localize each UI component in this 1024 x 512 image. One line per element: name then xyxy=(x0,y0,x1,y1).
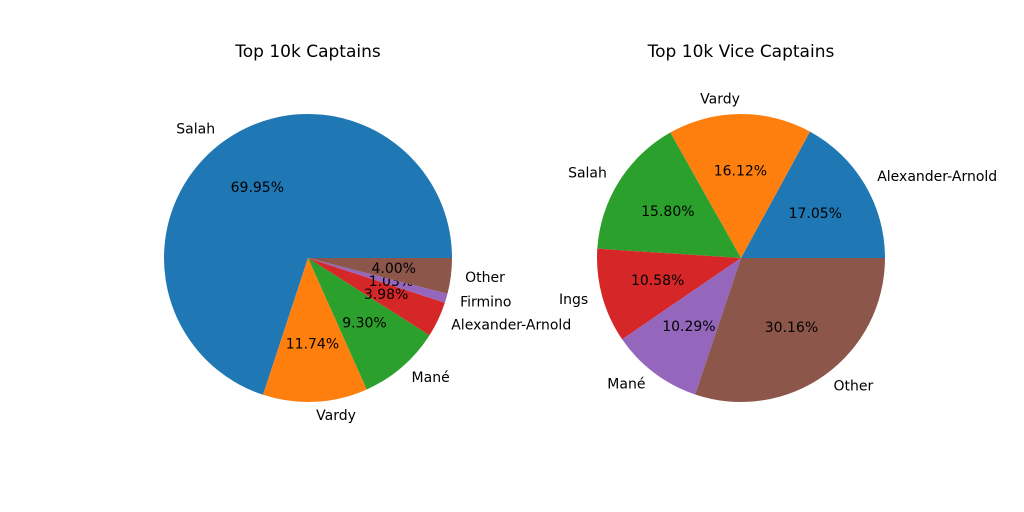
pie-slice-vardy xyxy=(263,258,367,402)
slice-label-ings: Ings xyxy=(559,292,588,308)
chart-title-vice-captains: Top 10k Vice Captains xyxy=(647,42,835,62)
pct-label-alexander-arnold: 17.05% xyxy=(789,206,842,222)
pct-label-vardy: 11.74% xyxy=(286,336,339,352)
slice-label-mane: Mané xyxy=(607,376,645,392)
pct-label-alexander-arnold: 3.98% xyxy=(364,287,408,303)
pct-label-salah: 69.95% xyxy=(231,180,284,196)
slice-label-firmino: Firmino xyxy=(460,294,511,310)
slice-label-alexander-arnold: Alexander-Arnold xyxy=(451,318,571,334)
pct-label-other: 4.00% xyxy=(371,261,415,277)
pct-label-salah: 15.80% xyxy=(641,204,694,220)
slice-label-salah: Salah xyxy=(568,166,607,182)
pie-slice-ings xyxy=(597,248,741,340)
pct-label-mane: 9.30% xyxy=(342,315,386,331)
pct-label-vardy: 16.12% xyxy=(714,164,767,180)
pie-slice-mane xyxy=(622,258,741,395)
pie-slice-firmino xyxy=(308,258,448,303)
pct-label-mane: 10.29% xyxy=(662,319,715,335)
vice-captains-pie: Alexander-Arnold 17.05% Vardy 16.12% Salah 15… xyxy=(559,92,997,402)
slice-label-alexander-arnold: Alexander-Arnold xyxy=(877,169,997,185)
captains-pie: Salah 69.95% Vardy 11.74% Mané 9.30% Alexander… xyxy=(164,114,571,424)
pie-slice-mane xyxy=(308,258,430,390)
chart-title-captains: Top 10k Captains xyxy=(234,42,381,62)
pie-slice-other xyxy=(308,258,452,294)
pie-slice-salah xyxy=(597,132,741,258)
pie-slice-vardy xyxy=(670,114,810,258)
slice-label-vardy: Vardy xyxy=(700,92,740,108)
pie-slice-salah xyxy=(164,114,452,395)
slice-label-salah: Salah xyxy=(176,122,215,138)
slice-label-other: Other xyxy=(833,379,873,395)
pct-label-ings: 10.58% xyxy=(631,273,684,289)
pie-slice-alexander-arnold xyxy=(741,131,885,258)
slice-label-vardy: Vardy xyxy=(316,408,356,424)
pie-slice-alexander-arnold xyxy=(308,258,445,336)
slice-label-mane: Mané xyxy=(412,370,450,386)
pie-slice-other xyxy=(695,258,885,402)
pct-label-other: 30.16% xyxy=(765,320,818,336)
slice-label-other: Other xyxy=(465,270,505,286)
